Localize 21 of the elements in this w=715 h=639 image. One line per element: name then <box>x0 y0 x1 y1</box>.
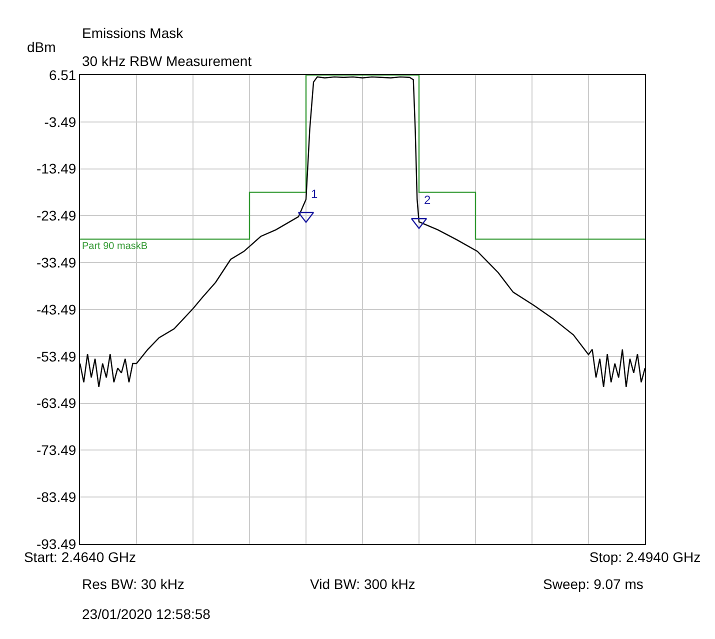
series-label: Part 90 maskB <box>82 241 148 252</box>
y-tick-label: -83.49 <box>36 489 76 505</box>
y-tick-label: -3.49 <box>44 114 76 130</box>
y-tick-label: -53.49 <box>36 348 76 364</box>
y-tick-label: -13.49 <box>36 160 76 177</box>
y-tick-label: -33.49 <box>36 254 76 270</box>
chart-subtitle: 30 kHz RBW Measurement <box>82 53 252 69</box>
text: 23/01/2020 12:58:58 <box>82 606 211 622</box>
y-tick-label: -43.49 <box>36 301 76 318</box>
annotation: 1 <box>311 187 318 201</box>
y-tick-label: -73.49 <box>36 442 76 458</box>
x-tick-label: Stop: 2.4940 GHz <box>589 548 701 565</box>
y-tick-label: -23.49 <box>36 208 76 224</box>
y-tick-label: 6.51 <box>48 66 76 83</box>
y-tick-label: -63.49 <box>36 395 76 412</box>
chart-title: Emissions Mask <box>82 25 184 41</box>
y-axis-title: dBm <box>27 39 56 55</box>
text: Res BW: 30 kHz <box>82 576 184 592</box>
text: Vid BW: 300 kHz <box>310 576 416 592</box>
annotation: 2 <box>424 193 431 207</box>
text: Sweep: 9.07 ms <box>543 576 644 592</box>
